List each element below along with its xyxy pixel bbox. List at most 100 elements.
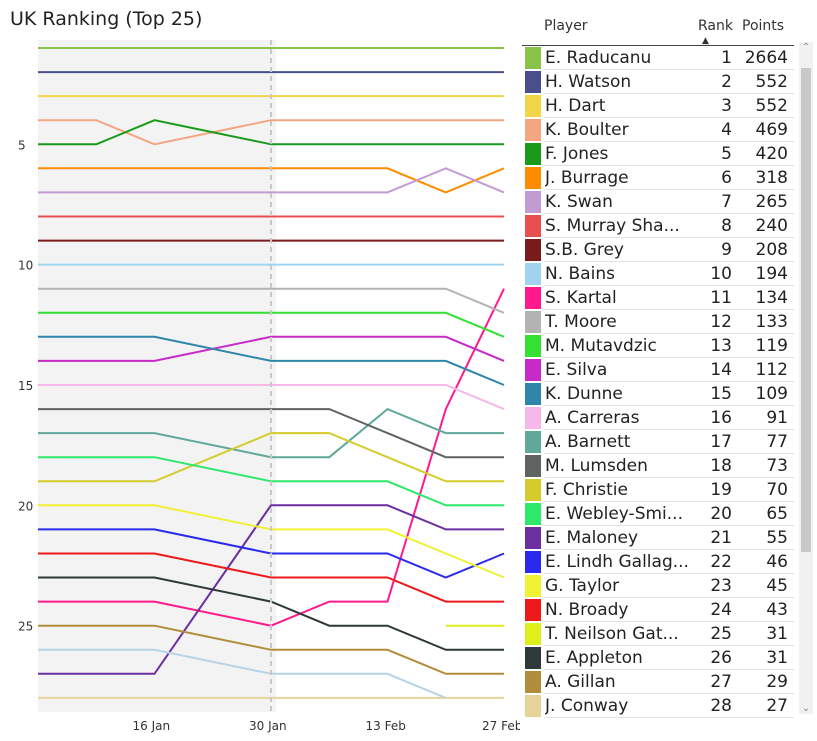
rank-cell: 23 — [710, 576, 732, 596]
player-name-cell: N. Broady — [545, 600, 629, 620]
player-column-header[interactable]: Player — [544, 18, 588, 34]
x-tick-label: 27 Feb — [482, 719, 520, 733]
sort-column-header[interactable]: . — [544, 18, 549, 34]
table-row[interactable]: A. Carreras 16 91 — [522, 406, 794, 430]
scroll-down-icon[interactable]: ⌄ — [801, 703, 811, 714]
row-divider — [544, 573, 794, 574]
rank-cell: 15 — [710, 384, 732, 404]
table-row[interactable]: J. Burrage 6 318 — [522, 166, 794, 190]
player-name-cell: E. Lindh Gallag... — [545, 552, 689, 572]
x-tick-label: 16 Jan — [133, 719, 171, 733]
player-color-swatch — [525, 143, 541, 165]
row-divider — [544, 549, 794, 550]
y-tick-label: 10 — [18, 259, 33, 273]
table-row[interactable]: E. Maloney 21 55 — [522, 526, 794, 550]
table-scrollbar[interactable]: ⌃ ⌄ — [799, 42, 813, 714]
row-divider — [544, 669, 794, 670]
table-row[interactable]: A. Gillan 27 29 — [522, 670, 794, 694]
player-color-swatch — [525, 71, 541, 93]
table-row[interactable]: F. Christie 19 70 — [522, 478, 794, 502]
header-divider — [522, 45, 794, 46]
table-row[interactable]: N. Bains 10 194 — [522, 262, 794, 286]
table-header: . Player Rank Points ▲ — [522, 14, 794, 46]
points-cell: 318 — [755, 168, 788, 188]
player-name-cell: G. Taylor — [545, 576, 620, 596]
points-cell: 134 — [755, 288, 788, 308]
table-row[interactable]: E. Webley-Smi... 20 65 — [522, 502, 794, 526]
rank-cell: 21 — [710, 528, 732, 548]
row-divider — [544, 69, 794, 70]
scroll-up-icon[interactable]: ⌃ — [801, 42, 811, 53]
table-row[interactable]: K. Boulter 4 469 — [522, 118, 794, 142]
player-color-swatch — [525, 647, 541, 669]
points-cell: 469 — [755, 120, 788, 140]
table-row[interactable]: S. Murray Sha... 8 240 — [522, 214, 794, 238]
series-line — [38, 456, 504, 507]
table-row[interactable]: E. Silva 14 112 — [522, 358, 794, 382]
points-cell: 45 — [766, 576, 788, 596]
row-divider — [544, 645, 794, 646]
rank-cell: 8 — [721, 216, 732, 236]
player-color-swatch — [525, 95, 541, 117]
row-divider — [544, 261, 794, 262]
player-color-swatch — [525, 431, 541, 453]
rank-cell: 11 — [710, 288, 732, 308]
x-tick-label: 13 Feb — [366, 719, 406, 733]
row-divider — [544, 621, 794, 622]
player-color-swatch — [525, 383, 541, 405]
points-column-header[interactable]: Points — [742, 18, 785, 34]
series-line — [38, 167, 505, 194]
bump-chart: 5 10 15 20 25 16 Jan 30 Jan 13 Feb 27 Feb — [18, 40, 520, 733]
table-row[interactable]: T. Moore 12 133 — [522, 310, 794, 334]
table-row[interactable]: M. Mutavdzic 13 119 — [522, 334, 794, 358]
page-title: UK Ranking (Top 25) — [10, 8, 203, 30]
table-row[interactable]: E. Appleton 26 31 — [522, 646, 794, 670]
rank-cell: 9 — [721, 240, 732, 260]
points-cell: 27 — [766, 696, 788, 716]
player-color-swatch — [525, 335, 541, 357]
table-row[interactable]: A. Barnett 17 77 — [522, 430, 794, 454]
player-name-cell: A. Gillan — [545, 672, 616, 692]
player-name-cell: E. Webley-Smi... — [545, 504, 683, 524]
rank-column-header[interactable]: Rank — [698, 18, 733, 34]
table-row[interactable]: J. Conway 28 27 — [522, 694, 794, 718]
player-color-swatch — [525, 479, 541, 501]
table-row[interactable]: E. Raducanu 1 2664 — [522, 46, 794, 70]
table-row[interactable]: K. Dunne 15 109 — [522, 382, 794, 406]
row-divider — [544, 117, 794, 118]
player-color-swatch — [525, 575, 541, 597]
player-name-cell: M. Lumsden — [545, 456, 648, 476]
series-line — [38, 432, 504, 483]
table-row[interactable]: H. Dart 3 552 — [522, 94, 794, 118]
table-row[interactable]: E. Lindh Gallag... 22 46 — [522, 550, 794, 574]
player-color-swatch — [525, 407, 541, 429]
player-name-cell: S. Kartal — [545, 288, 617, 308]
row-divider — [544, 213, 794, 214]
player-color-swatch — [525, 695, 541, 717]
rank-cell: 1 — [721, 48, 732, 68]
player-name-cell: H. Watson — [545, 72, 632, 92]
series-line — [38, 119, 504, 146]
points-cell: 55 — [766, 528, 788, 548]
row-divider — [544, 453, 794, 454]
rank-cell: 2 — [721, 72, 732, 92]
table-row[interactable]: K. Swan 7 265 — [522, 190, 794, 214]
rank-cell: 22 — [710, 552, 732, 572]
player-color-swatch — [525, 503, 541, 525]
table-row[interactable]: N. Broady 24 43 — [522, 598, 794, 622]
row-divider — [544, 525, 794, 526]
points-cell: 77 — [766, 432, 788, 452]
points-cell: 73 — [766, 456, 788, 476]
table-row[interactable]: G. Taylor 23 45 — [522, 574, 794, 598]
points-cell: 29 — [766, 672, 788, 692]
table-row[interactable]: H. Watson 2 552 — [522, 70, 794, 94]
table-row[interactable]: T. Neilson Gat... 25 31 — [522, 622, 794, 646]
scrollbar-thumb[interactable] — [801, 68, 811, 552]
table-row[interactable]: S. Kartal 11 134 — [522, 286, 794, 310]
table-row[interactable]: S.B. Grey 9 208 — [522, 238, 794, 262]
player-color-swatch — [525, 311, 541, 333]
row-divider — [544, 237, 794, 238]
table-row[interactable]: M. Lumsden 18 73 — [522, 454, 794, 478]
table-row[interactable]: F. Jones 5 420 — [522, 142, 794, 166]
series-line — [38, 335, 505, 386]
